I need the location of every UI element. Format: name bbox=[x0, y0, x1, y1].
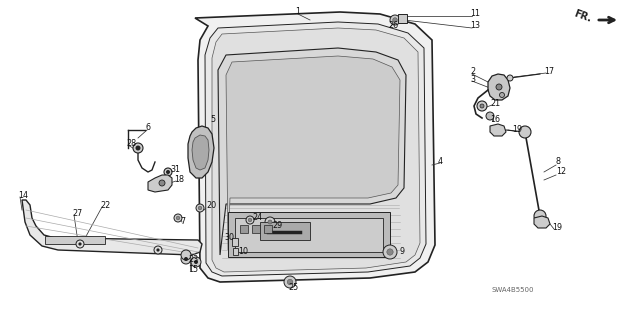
Text: 5: 5 bbox=[210, 115, 215, 124]
Circle shape bbox=[76, 240, 84, 248]
Text: 27: 27 bbox=[72, 210, 83, 219]
Polygon shape bbox=[218, 48, 406, 255]
Bar bbox=[45, 236, 105, 244]
Polygon shape bbox=[188, 126, 214, 178]
Circle shape bbox=[480, 104, 484, 108]
Circle shape bbox=[166, 170, 170, 174]
Circle shape bbox=[181, 250, 191, 260]
Polygon shape bbox=[226, 56, 400, 250]
Text: 8: 8 bbox=[556, 158, 561, 167]
Text: FR.: FR. bbox=[572, 8, 593, 24]
Circle shape bbox=[159, 180, 165, 186]
Bar bbox=[240, 225, 248, 233]
Bar bbox=[235, 218, 383, 252]
Circle shape bbox=[534, 210, 546, 222]
Bar bbox=[252, 225, 260, 233]
Text: 30: 30 bbox=[224, 234, 234, 242]
Text: 11: 11 bbox=[470, 10, 480, 19]
Circle shape bbox=[287, 279, 292, 285]
Circle shape bbox=[194, 260, 198, 264]
Circle shape bbox=[176, 216, 180, 220]
Text: 29: 29 bbox=[272, 221, 282, 231]
Bar bbox=[228, 212, 390, 257]
Text: 6: 6 bbox=[145, 123, 150, 132]
Text: 13: 13 bbox=[470, 21, 480, 31]
Circle shape bbox=[387, 249, 393, 255]
Text: 26: 26 bbox=[388, 21, 398, 31]
Text: 9: 9 bbox=[400, 248, 405, 256]
Circle shape bbox=[164, 168, 172, 176]
Circle shape bbox=[181, 254, 191, 264]
Circle shape bbox=[383, 245, 397, 259]
Circle shape bbox=[133, 143, 143, 153]
Text: 18: 18 bbox=[174, 175, 184, 184]
Circle shape bbox=[184, 257, 188, 261]
Text: 19: 19 bbox=[552, 224, 562, 233]
Polygon shape bbox=[148, 175, 172, 192]
Circle shape bbox=[248, 218, 252, 222]
Circle shape bbox=[393, 18, 397, 22]
Bar bbox=[260, 222, 310, 240]
Circle shape bbox=[174, 214, 182, 222]
Circle shape bbox=[486, 112, 494, 120]
Text: 24: 24 bbox=[252, 213, 262, 222]
Polygon shape bbox=[205, 22, 426, 276]
Polygon shape bbox=[534, 216, 550, 228]
Text: 4: 4 bbox=[438, 158, 443, 167]
Text: 2: 2 bbox=[470, 68, 475, 77]
Circle shape bbox=[198, 206, 202, 210]
Bar bbox=[233, 248, 238, 255]
Text: 31: 31 bbox=[170, 166, 180, 174]
Circle shape bbox=[499, 93, 504, 98]
Circle shape bbox=[79, 242, 82, 246]
Text: 1: 1 bbox=[295, 8, 300, 17]
Text: 23: 23 bbox=[188, 256, 198, 264]
Text: SWA4B5500: SWA4B5500 bbox=[492, 287, 534, 293]
Bar bbox=[232, 238, 238, 246]
Circle shape bbox=[268, 220, 272, 224]
Circle shape bbox=[265, 217, 275, 227]
Circle shape bbox=[156, 249, 159, 252]
Text: 3: 3 bbox=[470, 76, 475, 85]
Circle shape bbox=[496, 84, 502, 90]
Text: 15: 15 bbox=[188, 265, 198, 275]
Circle shape bbox=[191, 257, 201, 267]
Text: 19: 19 bbox=[512, 125, 522, 135]
Text: 21: 21 bbox=[490, 100, 500, 108]
Text: 22: 22 bbox=[100, 202, 110, 211]
Circle shape bbox=[246, 216, 254, 224]
Circle shape bbox=[519, 126, 531, 138]
Polygon shape bbox=[22, 200, 202, 255]
Text: 17: 17 bbox=[544, 68, 554, 77]
Circle shape bbox=[284, 276, 296, 288]
Bar bbox=[398, 14, 407, 23]
Polygon shape bbox=[212, 28, 420, 272]
Circle shape bbox=[136, 145, 141, 151]
Polygon shape bbox=[490, 124, 506, 136]
Bar bbox=[264, 225, 272, 233]
Text: 20: 20 bbox=[206, 202, 216, 211]
Circle shape bbox=[390, 15, 400, 25]
Text: 16: 16 bbox=[490, 115, 500, 124]
Polygon shape bbox=[192, 135, 209, 170]
Circle shape bbox=[196, 204, 204, 212]
Text: 25: 25 bbox=[288, 284, 298, 293]
Text: 28: 28 bbox=[126, 139, 136, 149]
Polygon shape bbox=[195, 12, 435, 282]
Text: 14: 14 bbox=[18, 191, 28, 201]
Text: 12: 12 bbox=[556, 167, 566, 176]
Circle shape bbox=[154, 246, 162, 254]
Text: 10: 10 bbox=[238, 248, 248, 256]
Circle shape bbox=[477, 101, 487, 111]
Polygon shape bbox=[488, 74, 510, 100]
Text: 7: 7 bbox=[180, 218, 185, 226]
Circle shape bbox=[507, 75, 513, 81]
